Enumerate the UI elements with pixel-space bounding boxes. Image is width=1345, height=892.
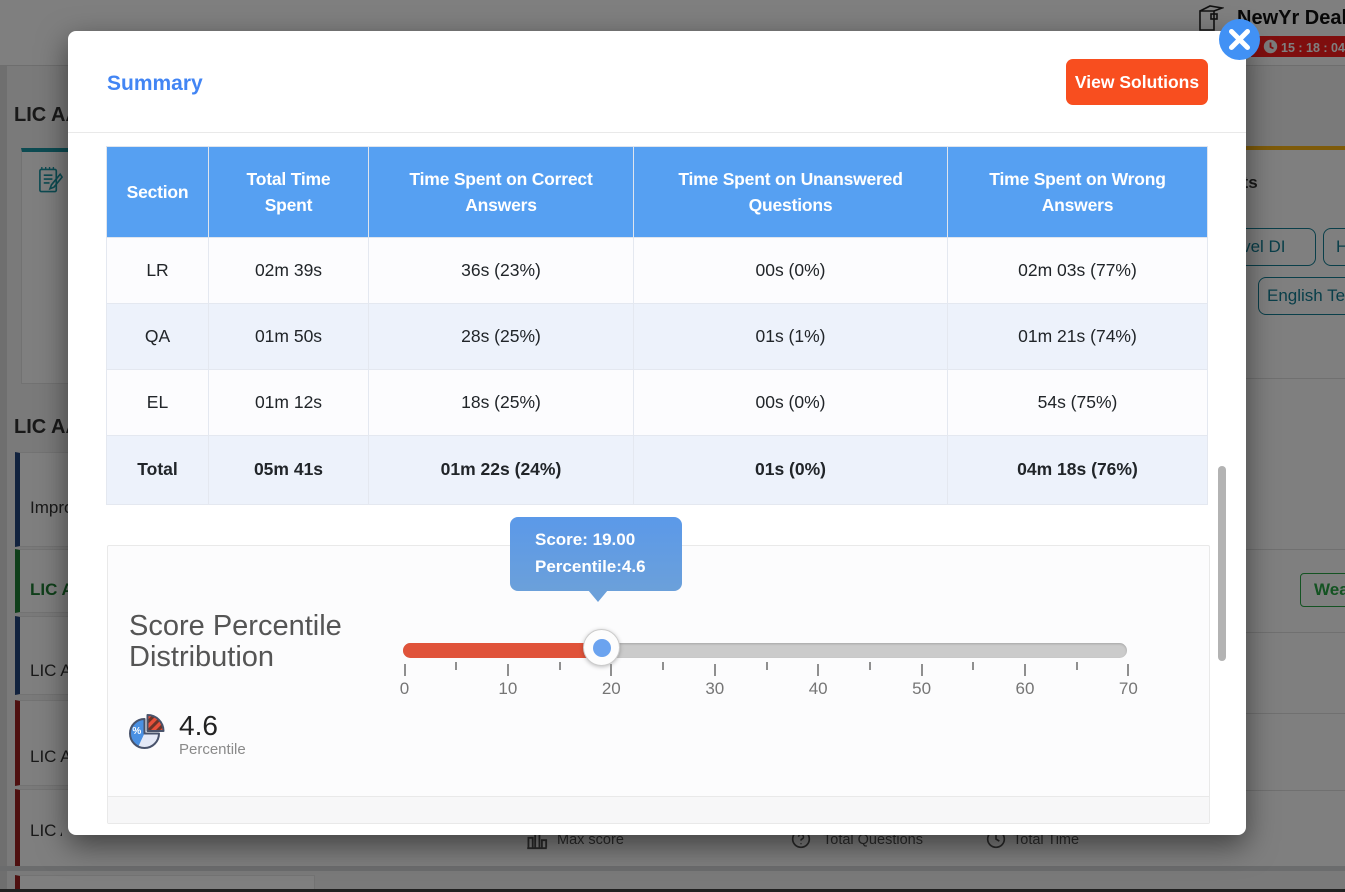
svg-text:%: %: [132, 726, 141, 737]
